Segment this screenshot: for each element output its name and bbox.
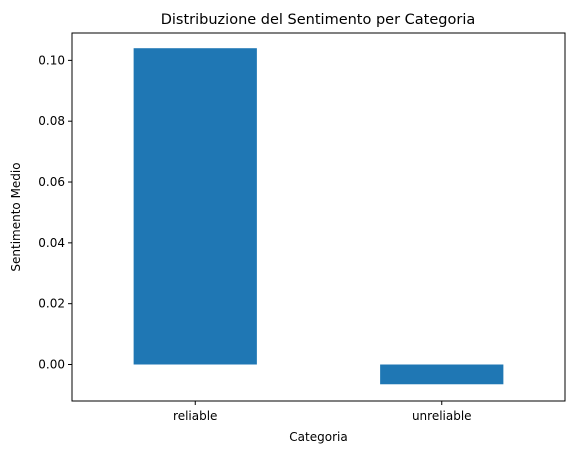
- y-tick-label: 0.10: [38, 53, 65, 67]
- bar-reliable: [133, 48, 257, 365]
- x-axis-ticks: reliable unreliable: [173, 401, 472, 423]
- y-tick-label: 0.08: [38, 114, 65, 128]
- chart-title: Distribuzione del Sentimento per Categor…: [161, 12, 476, 28]
- plot-frame: [71, 32, 566, 402]
- y-axis-label: Sentimento Medio: [9, 162, 23, 271]
- x-tick-label: unreliable: [412, 409, 472, 423]
- x-axis-label: Categoria: [289, 430, 347, 444]
- y-tick-label: 0.02: [38, 297, 65, 311]
- bars-group: [133, 48, 504, 385]
- y-axis-ticks: 0.00 0.02 0.04 0.06 0.08 0.10: [38, 53, 72, 372]
- y-tick-label: 0.00: [38, 358, 65, 372]
- y-tick-label: 0.04: [38, 236, 65, 250]
- y-tick-label: 0.06: [38, 175, 65, 189]
- bar-unreliable: [380, 364, 504, 385]
- x-tick-label: reliable: [173, 409, 217, 423]
